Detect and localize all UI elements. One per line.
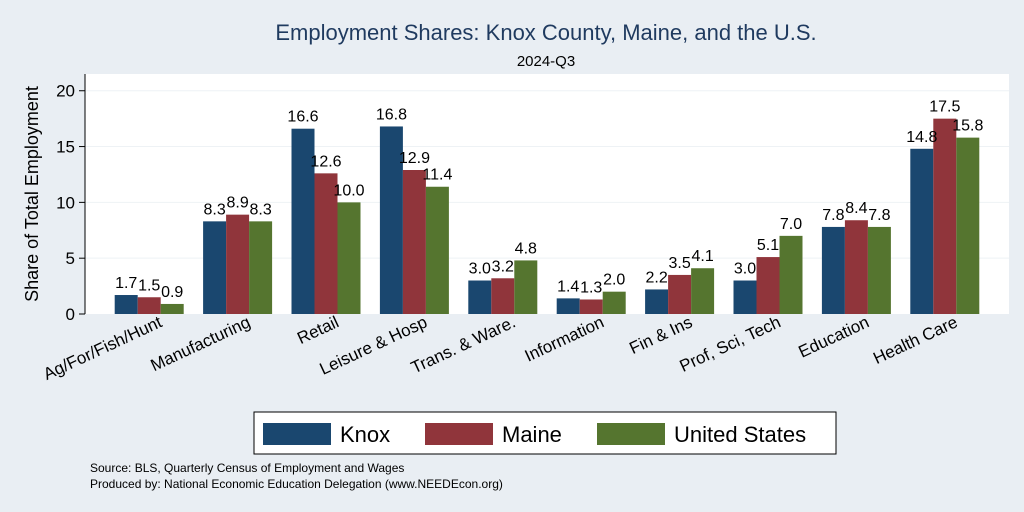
legend-swatch-knox [263, 423, 331, 445]
source-note: Source: BLS, Quarterly Census of Employm… [90, 461, 404, 475]
bar-united-states-ag-for-fish-hunt [160, 303, 184, 314]
value-label-maine-manufacturing: 8.9 [226, 195, 248, 212]
legend-label-united-states: United States [674, 422, 806, 447]
y-tick-label-20: 20 [56, 82, 75, 101]
value-label-knox-retail: 16.6 [287, 109, 318, 126]
y-tick-label-0: 0 [66, 305, 75, 324]
bar-united-states-leisure-hosp [425, 186, 449, 314]
value-label-knox-information: 1.4 [557, 278, 579, 295]
bar-knox-trans-ware [468, 280, 492, 314]
legend-label-knox: Knox [340, 422, 390, 447]
bar-maine-ag-for-fish-hunt [137, 297, 161, 314]
value-label-united-states-retail: 10.0 [333, 182, 364, 199]
bar-united-states-prof-sci-tech [779, 235, 803, 314]
bar-knox-health-care [910, 148, 934, 314]
produced-by-note: Produced by: National Economic Education… [90, 477, 503, 491]
chart-subtitle: 2024-Q3 [517, 53, 575, 70]
bar-united-states-education [867, 226, 891, 314]
value-label-maine-leisure-hosp: 12.9 [399, 150, 430, 167]
bar-united-states-fin-ins [691, 268, 715, 314]
value-label-knox-fin-ins: 2.2 [645, 269, 667, 286]
bar-maine-education [844, 220, 868, 314]
value-label-united-states-prof-sci-tech: 7.0 [780, 216, 802, 233]
chart-title: Employment Shares: Knox County, Maine, a… [275, 20, 816, 45]
value-label-knox-health-care: 14.8 [906, 129, 937, 146]
value-label-united-states-trans-ware: 4.8 [515, 240, 537, 257]
bar-knox-retail [291, 128, 315, 314]
bar-maine-information [579, 299, 603, 314]
bar-maine-manufacturing [226, 214, 250, 314]
bar-united-states-health-care [956, 137, 980, 314]
bar-knox-leisure-hosp [379, 126, 403, 314]
value-label-united-states-manufacturing: 8.3 [249, 201, 271, 218]
bar-knox-fin-ins [645, 289, 669, 314]
value-label-maine-education: 8.4 [845, 200, 867, 217]
value-label-maine-information: 1.3 [580, 279, 602, 296]
bar-united-states-manufacturing [249, 221, 273, 314]
y-tick-label-5: 5 [66, 249, 75, 268]
value-label-knox-manufacturing: 8.3 [203, 201, 225, 218]
legend-swatch-united-states [597, 423, 665, 445]
value-label-maine-health-care: 17.5 [929, 99, 960, 116]
legend: Knox Maine United States [253, 411, 837, 455]
value-label-united-states-information: 2.0 [603, 272, 625, 289]
bar-maine-retail [314, 173, 338, 314]
bar-knox-prof-sci-tech [733, 280, 757, 314]
legend-label-maine: Maine [502, 422, 562, 447]
bar-united-states-information [602, 291, 626, 314]
value-labels: 1.7 1.5 0.9 8.3 8.9 8.3 16.6 12.6 10.0 16.8 12.911… [115, 99, 983, 301]
value-label-maine-trans-ware: 3.2 [492, 258, 514, 275]
bar-knox-education [821, 226, 845, 314]
value-label-maine-fin-ins: 3.5 [668, 255, 690, 272]
value-label-united-states-fin-ins: 4.1 [691, 248, 713, 265]
bar-maine-health-care [933, 118, 957, 315]
value-label-knox-ag-for-fish-hunt: 1.7 [115, 275, 137, 292]
bar-maine-fin-ins [668, 274, 692, 314]
bar-knox-information [556, 298, 580, 314]
bar-united-states-retail [337, 202, 361, 314]
legend-swatch-maine [425, 423, 493, 445]
y-tick-label-10: 10 [56, 193, 75, 212]
value-label-maine-ag-for-fish-hunt: 1.5 [138, 277, 160, 294]
bar-knox-manufacturing [203, 221, 227, 314]
legend-box [253, 411, 837, 455]
bar-maine-prof-sci-tech [756, 257, 780, 314]
value-label-knox-prof-sci-tech: 3.0 [734, 261, 756, 278]
value-label-united-states-ag-for-fish-hunt: 0.9 [161, 284, 183, 301]
bar-maine-trans-ware [491, 278, 515, 314]
y-tick-label-15: 15 [56, 138, 75, 157]
value-label-united-states-leisure-hosp: 11.4 [422, 167, 452, 184]
value-label-united-states-health-care: 15.8 [952, 118, 983, 135]
value-label-maine-retail: 12.6 [310, 153, 341, 170]
value-label-knox-trans-ware: 3.0 [469, 261, 491, 278]
bars [114, 118, 980, 315]
y-axis-ticks: 0 5 10 15 20 [56, 82, 85, 324]
y-axis-label: Share of Total Employment [22, 86, 42, 302]
bar-united-states-trans-ware [514, 260, 538, 314]
value-label-maine-prof-sci-tech: 5.1 [757, 237, 779, 254]
value-label-knox-leisure-hosp: 16.8 [376, 106, 407, 123]
bar-knox-ag-for-fish-hunt [114, 295, 138, 314]
value-label-united-states-education: 7.8 [868, 207, 890, 224]
bar-maine-leisure-hosp [402, 170, 426, 314]
value-label-knox-education: 7.8 [822, 207, 844, 224]
